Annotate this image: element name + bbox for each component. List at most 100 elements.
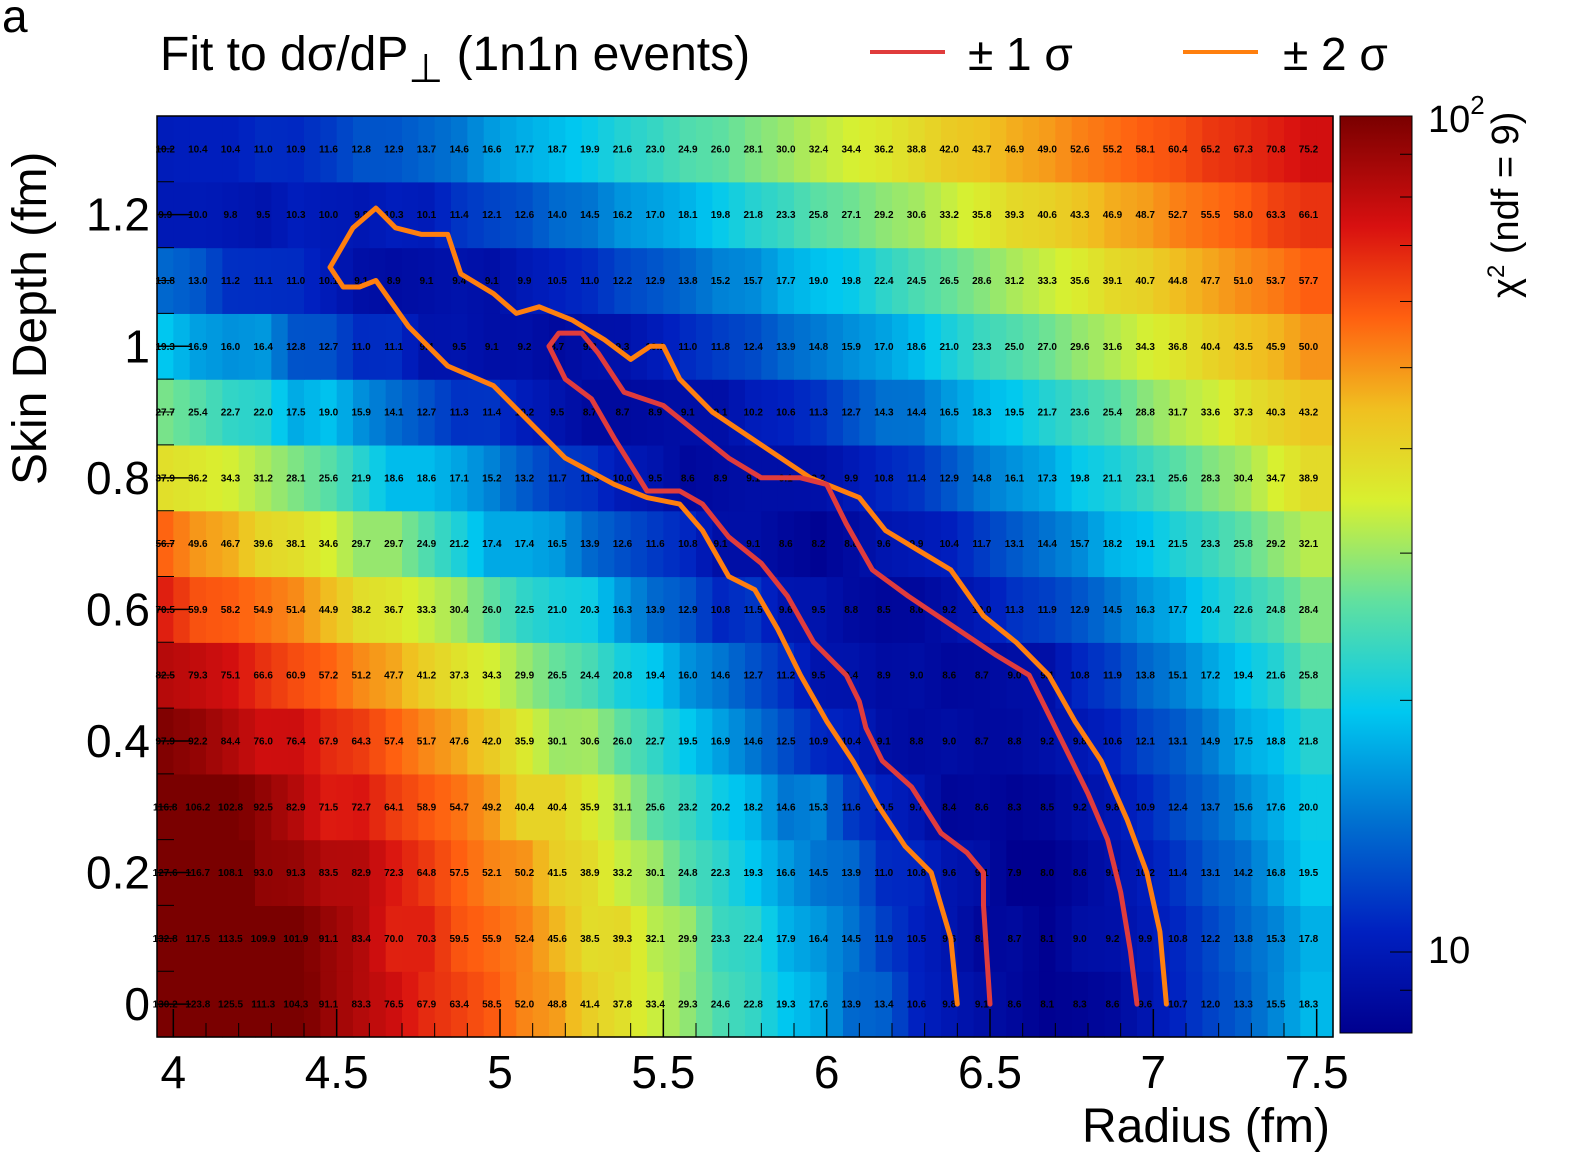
cell-value-label: 13.9 [776, 342, 796, 353]
cell-value-label: 14.6 [743, 737, 763, 748]
cell-value-label: 10.5 [874, 802, 894, 813]
cell-value-label: 8.3 [1073, 1000, 1087, 1011]
cell-value-label: 48.7 [1135, 210, 1155, 221]
cell-value-label: 63.4 [449, 1000, 469, 1011]
cell-value-label: 70.8 [1266, 144, 1286, 155]
heatmap-cell [712, 642, 730, 709]
cell-value-label: 9.2 [583, 342, 597, 353]
cell-value-label: 13.4 [874, 1000, 894, 1011]
cell-value-label: 54.9 [253, 605, 273, 616]
heatmap-cell [990, 839, 1007, 907]
heatmap-cell [957, 773, 975, 841]
heatmap-cell [745, 839, 762, 907]
heatmap-cell [1104, 313, 1122, 380]
heatmap-cell [1202, 379, 1220, 446]
cell-value-label: 33.3 [1037, 276, 1057, 287]
heatmap-cell [336, 247, 354, 314]
heatmap-cell [222, 905, 240, 972]
heatmap-cell [1153, 444, 1171, 512]
cell-value-label: 9.1 [975, 1000, 989, 1011]
heatmap-cell [1186, 181, 1203, 249]
cell-value-label: 9.0 [942, 737, 956, 748]
heatmap-cell [843, 313, 860, 380]
heatmap-cell [581, 116, 599, 183]
heatmap-cell [957, 379, 975, 446]
heatmap-cell [1022, 444, 1040, 512]
heatmap-cell [892, 313, 909, 380]
heatmap-cell [287, 905, 305, 972]
heatmap-cell [1039, 576, 1056, 643]
cell-value-label: 57.4 [384, 737, 404, 748]
cell-value-label: 16.6 [482, 144, 502, 155]
heatmap-cell [712, 247, 730, 314]
y-tick-label: 1.2 [86, 189, 150, 241]
heatmap-cell [1006, 116, 1024, 183]
heatmap-cell [1006, 181, 1024, 249]
heatmap-cell [875, 576, 893, 643]
heatmap-cell [1022, 971, 1040, 1038]
heatmap-cell [843, 116, 860, 183]
heatmap-cell [353, 642, 370, 709]
heatmap-cell [434, 905, 452, 972]
cell-value-label: 13.3 [1233, 1000, 1253, 1011]
heatmap-cell [810, 379, 828, 446]
y-tick-label: 0.6 [86, 583, 150, 635]
cell-value-label: 40.6 [1037, 210, 1057, 221]
heatmap-cell [189, 576, 207, 643]
heatmap-cell [875, 971, 893, 1038]
heatmap-cell [353, 247, 370, 314]
cell-value-label: 12.9 [645, 276, 665, 287]
heatmap-cell [859, 839, 877, 907]
cell-value-label: 83.4 [351, 934, 371, 945]
cell-value-label: 18.6 [384, 473, 404, 484]
cell-value-label: 16.5 [939, 408, 959, 419]
heatmap-cell [206, 181, 223, 249]
cell-value-label: 52.7 [1168, 210, 1188, 221]
heatmap-cell [1267, 379, 1285, 446]
heatmap-cell [941, 444, 958, 512]
cell-value-label: 14.5 [580, 210, 600, 221]
heatmap-cell [516, 642, 534, 709]
cell-value-label: 10.8 [907, 868, 927, 879]
cell-value-label: 63.3 [1266, 210, 1286, 221]
heatmap-cell [581, 905, 599, 972]
cell-value-label: 12.1 [1135, 737, 1155, 748]
cell-value-label: 48.8 [547, 1000, 567, 1011]
heatmap-cell [1235, 510, 1252, 578]
heatmap-cell [761, 379, 779, 446]
heatmap-cell [500, 642, 517, 709]
cell-value-label: 19.0 [319, 408, 339, 419]
heatmap-cell [500, 116, 517, 183]
heatmap-cell [957, 247, 975, 314]
heatmap-cell [598, 905, 615, 972]
heatmap-cell [761, 773, 779, 841]
cell-value-label: 11.4 [907, 473, 926, 484]
heatmap-cell [1055, 510, 1073, 578]
heatmap-cell [565, 642, 583, 709]
cell-value-label: 37.9 [155, 473, 175, 484]
heatmap-cell [516, 708, 534, 775]
heatmap-cell [745, 905, 762, 972]
heatmap-cell [1022, 313, 1040, 380]
heatmap-cell [696, 181, 713, 249]
cell-value-label: 10.7 [1168, 1000, 1188, 1011]
cell-value-label: 19.0 [809, 276, 829, 287]
heatmap-cell [1153, 839, 1171, 907]
heatmap-cell [532, 576, 550, 643]
heatmap-cell [826, 247, 844, 314]
heatmap-cell [794, 181, 811, 249]
heatmap-cell [1169, 247, 1187, 314]
heatmap-cell [1316, 971, 1334, 1038]
heatmap-cell [173, 379, 191, 446]
heatmap-cell [271, 116, 289, 183]
heatmap-cell [647, 116, 664, 183]
heatmap-cell [924, 379, 942, 446]
heatmap-cell [990, 444, 1007, 512]
heatmap-cell [728, 444, 746, 512]
heatmap-cell [1153, 708, 1171, 775]
heatmap-cell [892, 181, 909, 249]
heatmap-cell [255, 642, 272, 709]
cell-value-label: 12.7 [743, 671, 763, 682]
heatmap-cell [941, 839, 958, 907]
heatmap-cell [663, 642, 681, 709]
